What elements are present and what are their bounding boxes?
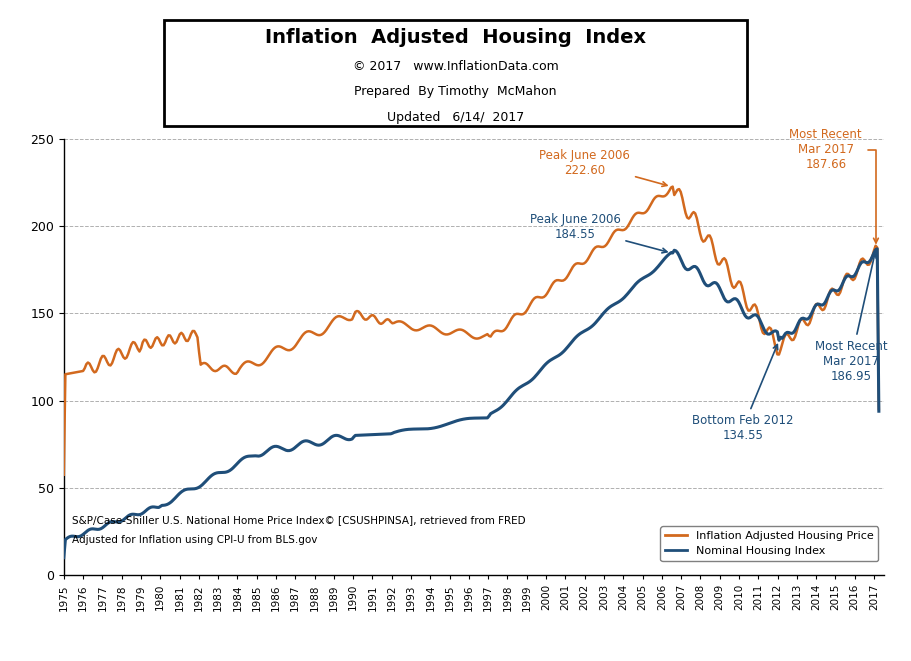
Text: Adjusted for Inflation using CPI-U from BLS.gov: Adjusted for Inflation using CPI-U from … <box>72 535 317 545</box>
Text: Peak June 2006
184.55: Peak June 2006 184.55 <box>529 214 667 253</box>
FancyBboxPatch shape <box>164 20 747 126</box>
Text: Bottom Feb 2012
134.55: Bottom Feb 2012 134.55 <box>692 344 793 442</box>
Text: Most Recent
Mar 2017
187.66: Most Recent Mar 2017 187.66 <box>790 128 878 243</box>
Text: © 2017   www.InflationData.com: © 2017 www.InflationData.com <box>353 60 558 73</box>
Text: Peak June 2006
222.60: Peak June 2006 222.60 <box>539 149 667 186</box>
Legend: Inflation Adjusted Housing Price, Nominal Housing Index: Inflation Adjusted Housing Price, Nomina… <box>660 526 878 561</box>
Text: Most Recent
Mar 2017
186.95: Most Recent Mar 2017 186.95 <box>814 253 887 383</box>
Text: S&P/Case-Shiller U.S. National Home Price Index© [CSUSHPINSA], retrieved from FR: S&P/Case-Shiller U.S. National Home Pric… <box>72 515 526 525</box>
Text: Prepared  By Timothy  McMahon: Prepared By Timothy McMahon <box>354 85 557 98</box>
Text: Inflation  Adjusted  Housing  Index: Inflation Adjusted Housing Index <box>265 28 646 48</box>
Text: Updated   6/14/  2017: Updated 6/14/ 2017 <box>387 111 524 124</box>
